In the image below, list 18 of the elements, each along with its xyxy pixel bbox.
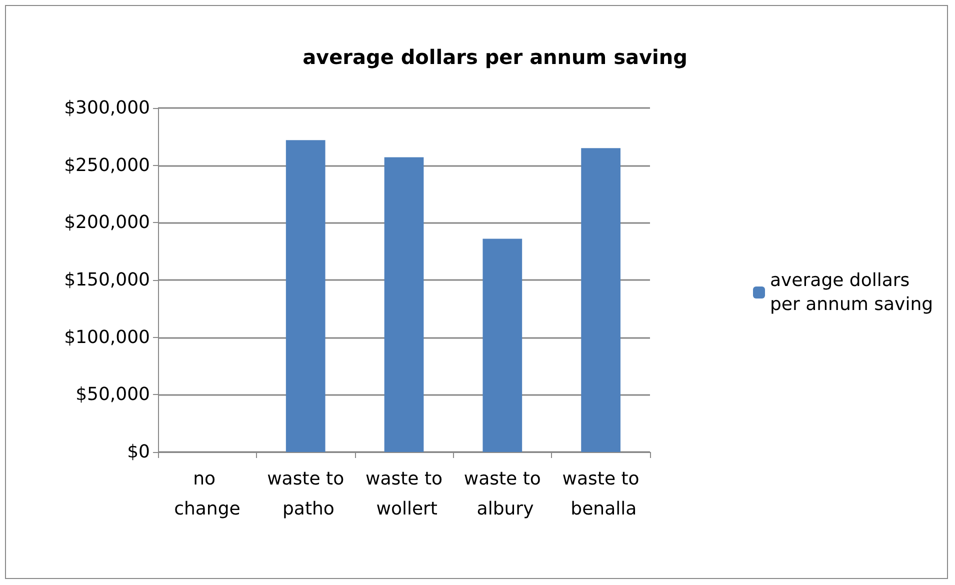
x-tick-label: waste to wollert [365, 468, 443, 520]
x-tick-label: waste to benalla [562, 468, 640, 520]
y-tick-label: $0 [127, 442, 150, 462]
y-tick-label: $100,000 [64, 326, 150, 348]
x-tick-label: no change [174, 468, 240, 520]
legend-label: average dollars per annum saving [770, 270, 934, 315]
x-tick-label: waste to patho [267, 468, 344, 520]
y-tick-label: $50,000 [76, 384, 150, 406]
y-tick-label: $200,000 [64, 212, 150, 234]
bar [384, 157, 424, 452]
y-tick-label: $300,000 [64, 98, 150, 118]
chart-title: average dollars per annum saving [302, 45, 688, 69]
y-tick-label: $150,000 [64, 270, 150, 290]
y-tick-label: $250,000 [64, 154, 150, 176]
bar [482, 238, 522, 452]
bar [286, 140, 326, 452]
bar [581, 148, 620, 452]
x-tick-label: waste to albury [464, 468, 541, 520]
